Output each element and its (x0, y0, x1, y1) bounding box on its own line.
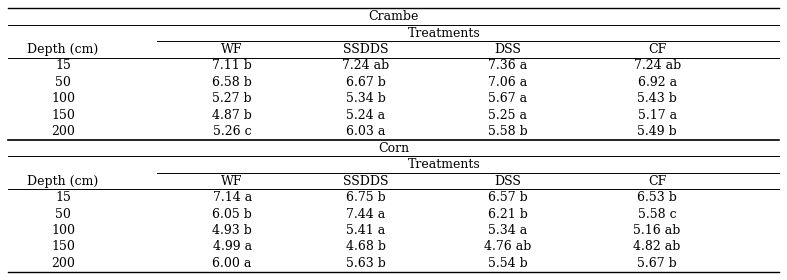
Text: WF: WF (221, 175, 243, 188)
Text: Treatments: Treatments (408, 27, 481, 39)
Text: Crambe: Crambe (368, 10, 419, 23)
Text: SSDDS: SSDDS (343, 175, 389, 188)
Text: CF: CF (648, 175, 667, 188)
Text: 5.41 a: 5.41 a (346, 224, 386, 237)
Text: 5.43 b: 5.43 b (637, 92, 677, 105)
Text: CF: CF (648, 43, 667, 56)
Text: 6.21 b: 6.21 b (488, 207, 527, 221)
Text: 7.11 b: 7.11 b (212, 59, 252, 73)
Text: DSS: DSS (494, 175, 521, 188)
Text: Treatments: Treatments (408, 158, 481, 171)
Text: Depth (cm): Depth (cm) (28, 175, 98, 188)
Text: 15: 15 (55, 59, 71, 73)
Text: 5.58 c: 5.58 c (637, 207, 677, 221)
Text: 5.16 ab: 5.16 ab (634, 224, 681, 237)
Text: 100: 100 (51, 92, 75, 105)
Text: 7.44 a: 7.44 a (346, 207, 386, 221)
Text: 7.36 a: 7.36 a (488, 59, 527, 73)
Text: 4.99 a: 4.99 a (212, 241, 252, 253)
Text: Corn: Corn (378, 142, 409, 155)
Text: WF: WF (221, 43, 243, 56)
Text: 5.58 b: 5.58 b (488, 125, 527, 138)
Text: 150: 150 (51, 241, 75, 253)
Text: 6.75 b: 6.75 b (346, 191, 386, 204)
Text: 4.93 b: 4.93 b (212, 224, 252, 237)
Text: 5.27 b: 5.27 b (212, 92, 252, 105)
Text: 4.82 ab: 4.82 ab (634, 241, 681, 253)
Text: 7.24 ab: 7.24 ab (634, 59, 681, 73)
Text: 6.58 b: 6.58 b (212, 76, 252, 89)
Text: 6.57 b: 6.57 b (488, 191, 527, 204)
Text: 4.68 b: 4.68 b (346, 241, 386, 253)
Text: 6.53 b: 6.53 b (637, 191, 677, 204)
Text: 5.17 a: 5.17 a (637, 109, 677, 122)
Text: 6.05 b: 6.05 b (212, 207, 252, 221)
Text: 5.63 b: 5.63 b (346, 257, 386, 270)
Text: 5.24 a: 5.24 a (346, 109, 386, 122)
Text: 200: 200 (51, 125, 75, 138)
Text: 15: 15 (55, 191, 71, 204)
Text: SSDDS: SSDDS (343, 43, 389, 56)
Text: 50: 50 (55, 207, 71, 221)
Text: 7.14 a: 7.14 a (212, 191, 252, 204)
Text: 5.49 b: 5.49 b (637, 125, 677, 138)
Text: 5.67 a: 5.67 a (488, 92, 527, 105)
Text: 100: 100 (51, 224, 75, 237)
Text: 50: 50 (55, 76, 71, 89)
Text: 6.03 a: 6.03 a (346, 125, 386, 138)
Text: 7.06 a: 7.06 a (488, 76, 527, 89)
Text: 4.76 ab: 4.76 ab (484, 241, 531, 253)
Text: 200: 200 (51, 257, 75, 270)
Text: 5.26 c: 5.26 c (212, 125, 252, 138)
Text: DSS: DSS (494, 43, 521, 56)
Text: 5.54 b: 5.54 b (488, 257, 527, 270)
Text: 5.34 b: 5.34 b (346, 92, 386, 105)
Text: 5.25 a: 5.25 a (488, 109, 527, 122)
Text: Depth (cm): Depth (cm) (28, 43, 98, 56)
Text: 6.00 a: 6.00 a (212, 257, 252, 270)
Text: 150: 150 (51, 109, 75, 122)
Text: 6.92 a: 6.92 a (637, 76, 677, 89)
Text: 5.34 a: 5.34 a (488, 224, 527, 237)
Text: 5.67 b: 5.67 b (637, 257, 677, 270)
Text: 6.67 b: 6.67 b (346, 76, 386, 89)
Text: 4.87 b: 4.87 b (212, 109, 252, 122)
Text: 7.24 ab: 7.24 ab (342, 59, 390, 73)
